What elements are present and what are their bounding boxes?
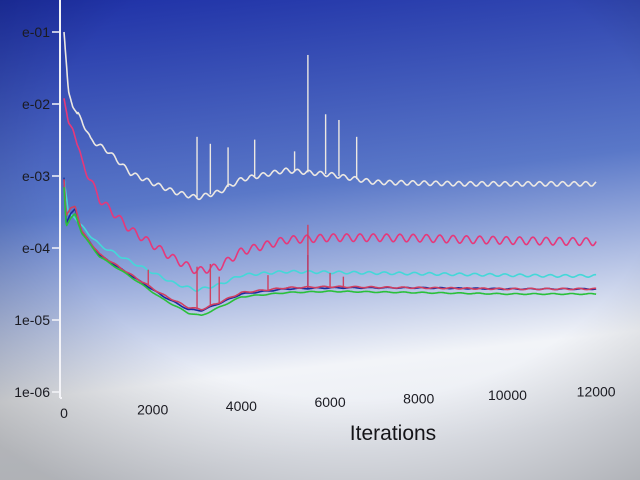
x-tick-label: 12000 bbox=[577, 383, 616, 399]
y-tick-label: e-02 bbox=[22, 96, 50, 112]
series-5 bbox=[63, 187, 597, 316]
series-line bbox=[63, 31, 597, 201]
series-layer bbox=[63, 31, 597, 316]
series-4 bbox=[63, 179, 597, 311]
x-tick-label: 4000 bbox=[226, 398, 257, 414]
x-tick-label: 6000 bbox=[314, 394, 345, 410]
x-tick-label: 8000 bbox=[403, 391, 434, 407]
series-1 bbox=[63, 98, 597, 275]
x-tick-label: 0 bbox=[60, 405, 68, 421]
y-tick-label: e-01 bbox=[22, 24, 50, 40]
series-line bbox=[63, 179, 597, 311]
y-axis-ticks: e-01 e-02 e-03 e-04 1e-05 1e-06 bbox=[14, 24, 60, 400]
x-axis-ticks: 0 2000 4000 6000 8000 10000 12000 bbox=[60, 383, 616, 421]
x-axis-title: Iterations bbox=[350, 422, 436, 445]
x-tick-label: 2000 bbox=[137, 401, 168, 417]
y-tick-label: 1e-05 bbox=[14, 312, 50, 328]
series-0 bbox=[63, 31, 597, 201]
x-tick-label: 10000 bbox=[488, 387, 527, 403]
y-tick-label: e-03 bbox=[22, 168, 50, 184]
series-line bbox=[63, 98, 597, 275]
series-line bbox=[63, 187, 597, 316]
y-tick-label: e-04 bbox=[22, 240, 50, 256]
axes bbox=[59, 0, 62, 399]
y-tick-label: 1e-06 bbox=[14, 384, 50, 400]
